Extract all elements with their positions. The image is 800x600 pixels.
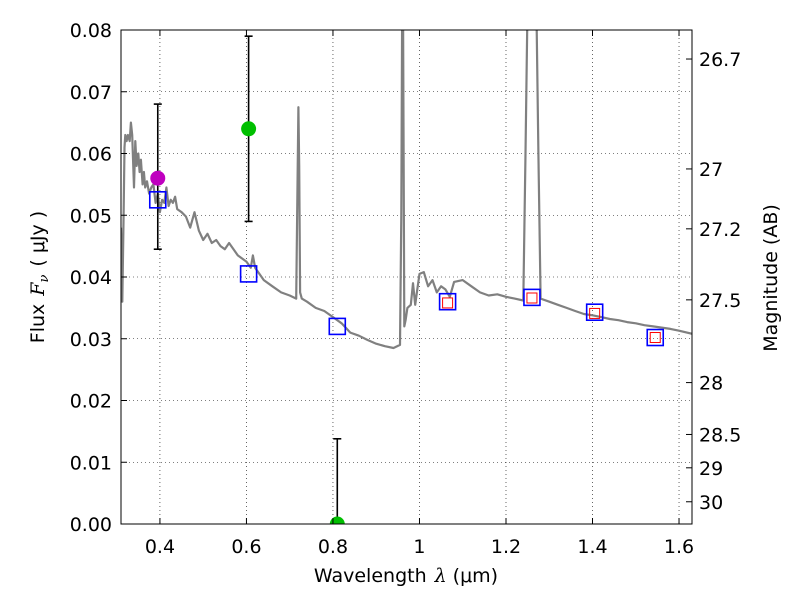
marker-layer — [148, 121, 665, 524]
model-photometry-marker — [148, 191, 167, 209]
observed-small-marker — [649, 332, 661, 344]
x-tick-label: 1 — [413, 536, 425, 558]
grid — [121, 29, 692, 525]
magnitude-tick-label: 27 — [699, 159, 723, 181]
y-tick-label: 0.07 — [70, 82, 112, 104]
y-axis: 0.00 0.01 0.02 0.03 0.04 0.05 0.06 0.07 0.08 — [70, 20, 127, 536]
magnitude-tick-label: 27.5 — [699, 290, 741, 312]
y-tick-label: 0.06 — [70, 144, 112, 166]
y-tick-label: 0.02 — [70, 391, 112, 413]
y-tick-label: 0.04 — [70, 267, 112, 289]
plot-frame — [120, 29, 693, 525]
x-axis-label-unit: (μm) — [453, 565, 498, 587]
y-axis-label-text: Flux — [27, 304, 49, 344]
model-photometry-marker — [523, 288, 541, 307]
y-tick-label: 0.05 — [70, 205, 112, 227]
observed-photometry-point — [241, 121, 257, 137]
observed-small-marker — [589, 307, 601, 319]
x-axis-label-symbol: λ — [434, 565, 447, 587]
x-tick-label: 0.6 — [231, 536, 261, 558]
model-photometry-marker — [328, 317, 347, 336]
x-tick-label: 1.2 — [491, 536, 521, 558]
magnitude-tick-label: 28.5 — [699, 424, 741, 446]
plot-area — [121, 30, 692, 524]
magnitude-tick-label: 28 — [699, 373, 723, 395]
y-tick-label: 0.08 — [70, 20, 112, 42]
x-tick-label: 1.6 — [664, 536, 694, 558]
magnitude-tick-label: 27.2 — [699, 219, 741, 241]
x-axis-label-text: Wavelength — [314, 565, 427, 587]
y-axis-label: Flux Fν ( μJy ) — [27, 211, 52, 343]
x-tick-label: 1.4 — [577, 536, 607, 558]
model-photometry-marker — [646, 328, 665, 347]
magnitude-axis: 26.7 27 27.2 27.5 28 28.5 29 30 — [686, 49, 741, 514]
y-axis-label-symbol: F — [27, 282, 49, 297]
magnitude-tick-label: 30 — [699, 492, 723, 514]
y-tick-label: 0.00 — [70, 514, 112, 536]
observed-photometry-point — [150, 170, 166, 186]
y-tick-label: 0.01 — [70, 452, 112, 474]
y-axis-label-subscript: ν — [37, 275, 52, 283]
magnitude-tick-label: 29 — [699, 458, 723, 480]
errorbar-layer — [153, 35, 342, 524]
x-tick-label: 0.4 — [145, 536, 175, 558]
model-photometry-marker — [239, 265, 258, 283]
x-axis-label: Wavelength λ (μm) — [314, 565, 498, 587]
x-axis: 0.4 0.6 0.8 1 1.2 1.4 1.6 — [145, 30, 694, 558]
observed-small-marker — [442, 297, 454, 309]
y-tick-label: 0.03 — [70, 329, 112, 351]
magnitude-axis-label: Magnitude (AB) — [760, 204, 782, 352]
y-axis-label-unit: ( μJy ) — [27, 211, 49, 267]
spectrum-layer — [121, 30, 692, 350]
x-tick-label: 0.8 — [318, 536, 348, 558]
observed-photometry-point — [329, 516, 345, 524]
model-photometry-marker — [438, 292, 457, 311]
model-photometry-marker — [585, 303, 604, 321]
spectrum-line — [121, 30, 692, 350]
magnitude-tick-label: 26.7 — [699, 49, 741, 71]
observed-small-marker — [526, 292, 538, 304]
